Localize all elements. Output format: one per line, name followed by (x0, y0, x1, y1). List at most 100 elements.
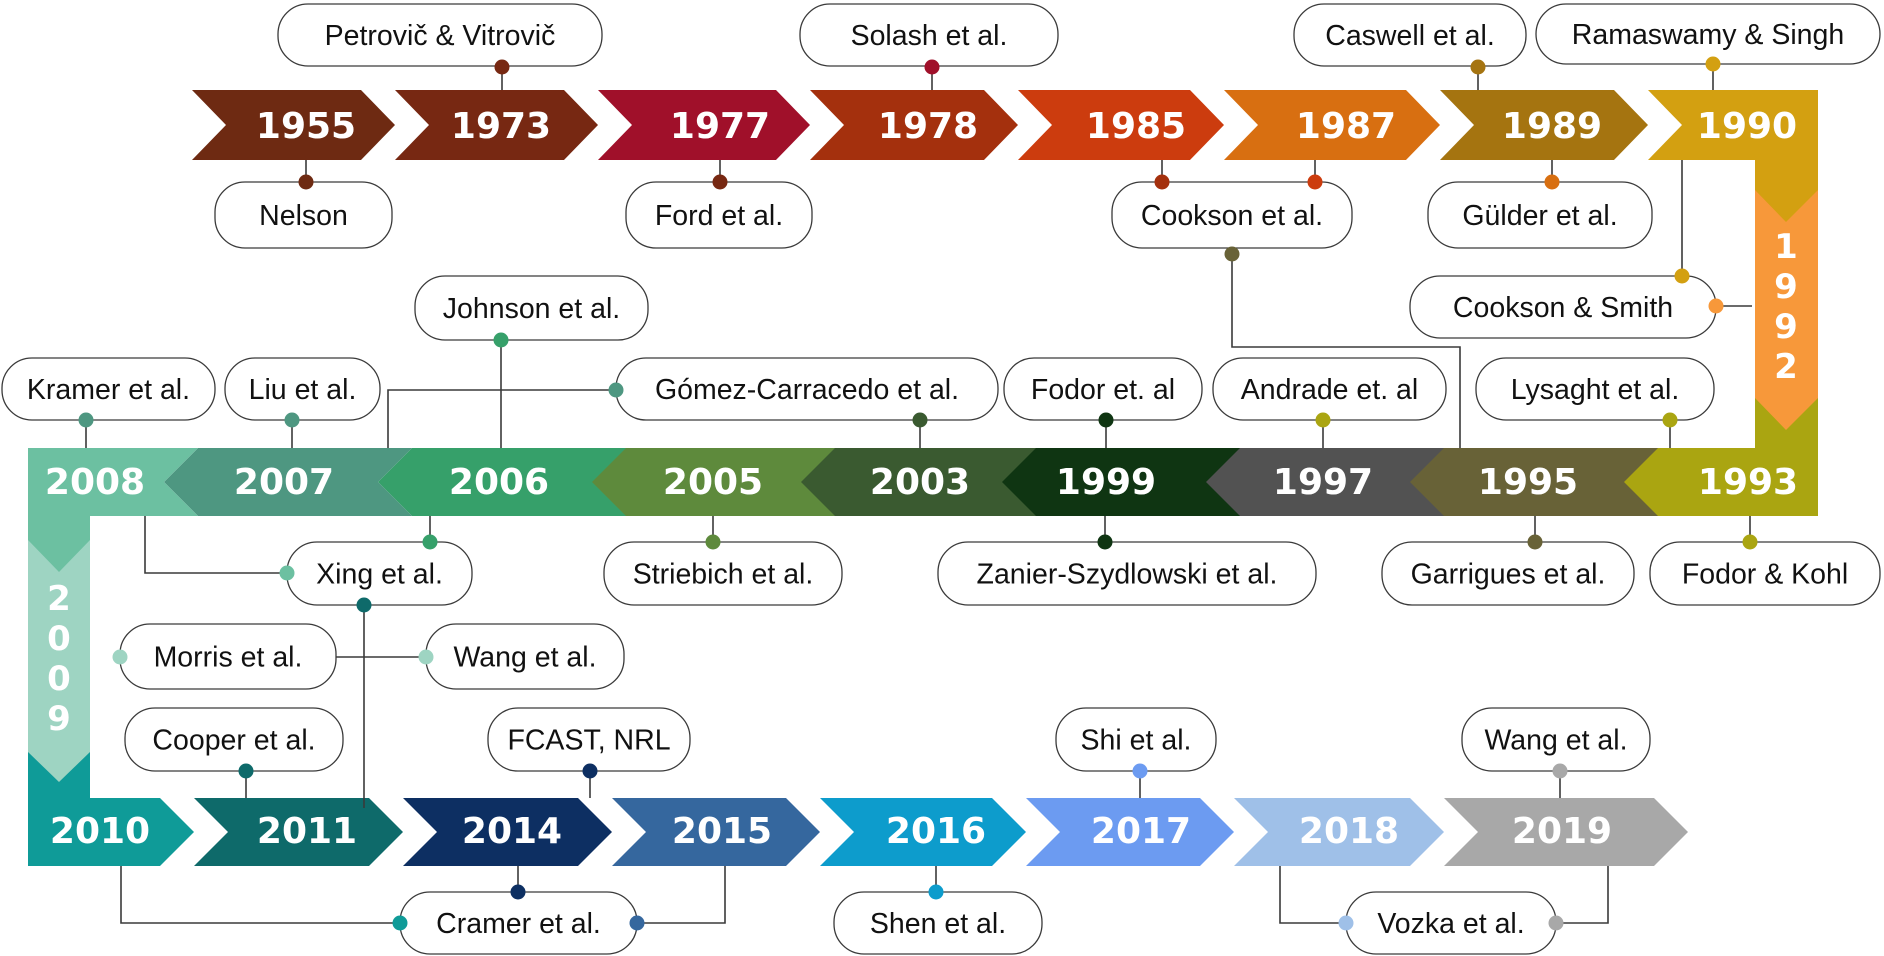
author-label: Shen et al. (870, 908, 1006, 940)
connector-dot (924, 59, 940, 75)
author-box-gomez: Gómez-Carracedo et al. (615, 357, 999, 421)
vertical-digit-2009-3: 9 (47, 699, 71, 739)
connector-dot (1315, 412, 1331, 428)
connector-dot (1132, 763, 1148, 779)
author-label: Cookson et al. (1141, 200, 1323, 232)
year-label-1977: 1977 (670, 106, 770, 147)
segment-2008-tail (28, 516, 90, 572)
year-arrow-2008 (28, 448, 198, 516)
vertical-digit-2009-0: 2 (47, 579, 71, 619)
connector-dot (494, 59, 510, 75)
year-label-2008: 2008 (45, 462, 145, 503)
author-label: Cookson & Smith (1453, 292, 1673, 324)
connector-dot (1662, 412, 1678, 428)
connector-dot (510, 884, 526, 900)
vertical-digit-1992-0: 1 (1774, 227, 1798, 267)
connector-dot (392, 915, 408, 931)
connector-dot (1527, 534, 1543, 550)
author-box-shi: Shi et al. (1055, 707, 1217, 772)
year-arrow-1955 (192, 90, 395, 160)
author-label: Liu et al. (249, 374, 357, 406)
vertical-digit-1992-2: 9 (1774, 307, 1798, 347)
year-arrow-1987 (1224, 90, 1440, 160)
connector-dot (1708, 298, 1724, 314)
connector-dot (1544, 174, 1560, 190)
connector-dot (112, 649, 128, 665)
author-box-nelson: Nelson (214, 181, 393, 249)
author-label: Morris et al. (154, 642, 303, 674)
author-label: Nelson (259, 200, 348, 232)
vertical-digit-2009-1: 0 (47, 619, 71, 659)
year-arrow-2003 (800, 448, 1036, 516)
author-box-gulder: Gülder et al. (1427, 181, 1653, 249)
year-label-1955: 1955 (256, 106, 356, 147)
year-label-1995: 1995 (1478, 462, 1578, 503)
connector-dot (1097, 534, 1113, 550)
connector-dot (493, 332, 509, 348)
author-box-shen: Shen et al. (833, 891, 1043, 955)
year-arrow-2018 (1234, 798, 1444, 866)
author-label: Zanier-Szydlowski et al. (977, 559, 1278, 591)
connector-dot (712, 174, 728, 190)
year-arrows: 1955 1973 1977 1978 1985 1987 1989 199019931995… (28, 90, 1818, 866)
year-label-2007: 2007 (234, 462, 334, 503)
year-arrow-2010 (28, 798, 194, 866)
author-box-kramer: Kramer et al. (1, 357, 216, 421)
author-label: Vozka et al. (1377, 908, 1524, 940)
year-arrow-2005 (590, 448, 835, 516)
year-arrow-1973 (395, 90, 598, 160)
author-box-wang-2009: Wang et al. (425, 623, 625, 690)
author-box-johnson: Johnson et al. (414, 275, 649, 341)
vertical-digit-1992-1: 9 (1774, 267, 1798, 307)
author-box-liu: Liu et al. (224, 357, 381, 421)
connector-dot (279, 565, 295, 581)
year-label-2015: 2015 (672, 811, 772, 852)
author-label: Caswell et al. (1325, 20, 1494, 52)
author-box-xing: Xing et al. (286, 541, 473, 606)
year-arrow-2007 (164, 448, 412, 516)
author-box-garrigues: Garrigues et al. (1381, 541, 1635, 606)
author-label: Xing et al. (316, 559, 443, 591)
year-label-1987: 1987 (1296, 106, 1396, 147)
year-arrow-1985 (1018, 90, 1224, 160)
year-arrow-1993 (1620, 448, 1818, 516)
connector-dot (1705, 56, 1721, 72)
connector-dot (912, 412, 928, 428)
author-labels: Petrovič & Vitrovič Solash et al. Caswell … (1, 3, 1881, 955)
author-box-striebich: Striebich et al. (603, 541, 843, 606)
connector-dot (238, 763, 254, 779)
author-label: Gómez-Carracedo et al. (655, 374, 959, 406)
connector-dot (1098, 412, 1114, 428)
year-arrow-2016 (820, 798, 1026, 866)
author-box-cramer: Cramer et al. (399, 891, 638, 955)
year-label-2016: 2016 (886, 811, 986, 852)
author-box-zanier: Zanier-Szydlowski et al. (937, 541, 1317, 606)
connector-dot (1338, 915, 1354, 931)
author-box-wang-2019: Wang et al. (1461, 707, 1651, 772)
connector-dot (1470, 59, 1486, 75)
author-box-caswell: Caswell et al. (1293, 3, 1527, 67)
author-label: Ramaswamy & Singh (1572, 19, 1844, 51)
year-arrow-2017 (1026, 798, 1234, 866)
author-box-andrade: Andrade et. al (1212, 357, 1447, 421)
author-label: Garrigues et al. (1411, 559, 1606, 591)
author-label: Solash et al. (851, 20, 1008, 52)
connector-dots (78, 56, 1758, 931)
year-label-2006: 2006 (449, 462, 549, 503)
connector-dot (356, 597, 372, 613)
year-label-2019: 2019 (1512, 811, 1612, 852)
author-box-petrovic: Petrovič & Vitrovič (277, 3, 603, 67)
vertical-digit-2009-2: 0 (47, 659, 71, 699)
author-box-fcast: FCAST, NRL (487, 707, 691, 772)
author-label: Petrovič & Vitrovič (325, 20, 556, 52)
author-label: Wang et al. (453, 642, 596, 674)
author-box-ramaswamy: Ramaswamy & Singh (1535, 3, 1881, 65)
connector-dot (298, 174, 314, 190)
author-box-cookson: Cookson et al. (1111, 181, 1353, 249)
connector-dot (1548, 915, 1564, 931)
year-arrow-2015 (612, 798, 820, 866)
author-label: Lysaght et al. (1511, 374, 1679, 406)
connector-dot (629, 915, 645, 931)
author-label: Cramer et al. (436, 908, 601, 940)
